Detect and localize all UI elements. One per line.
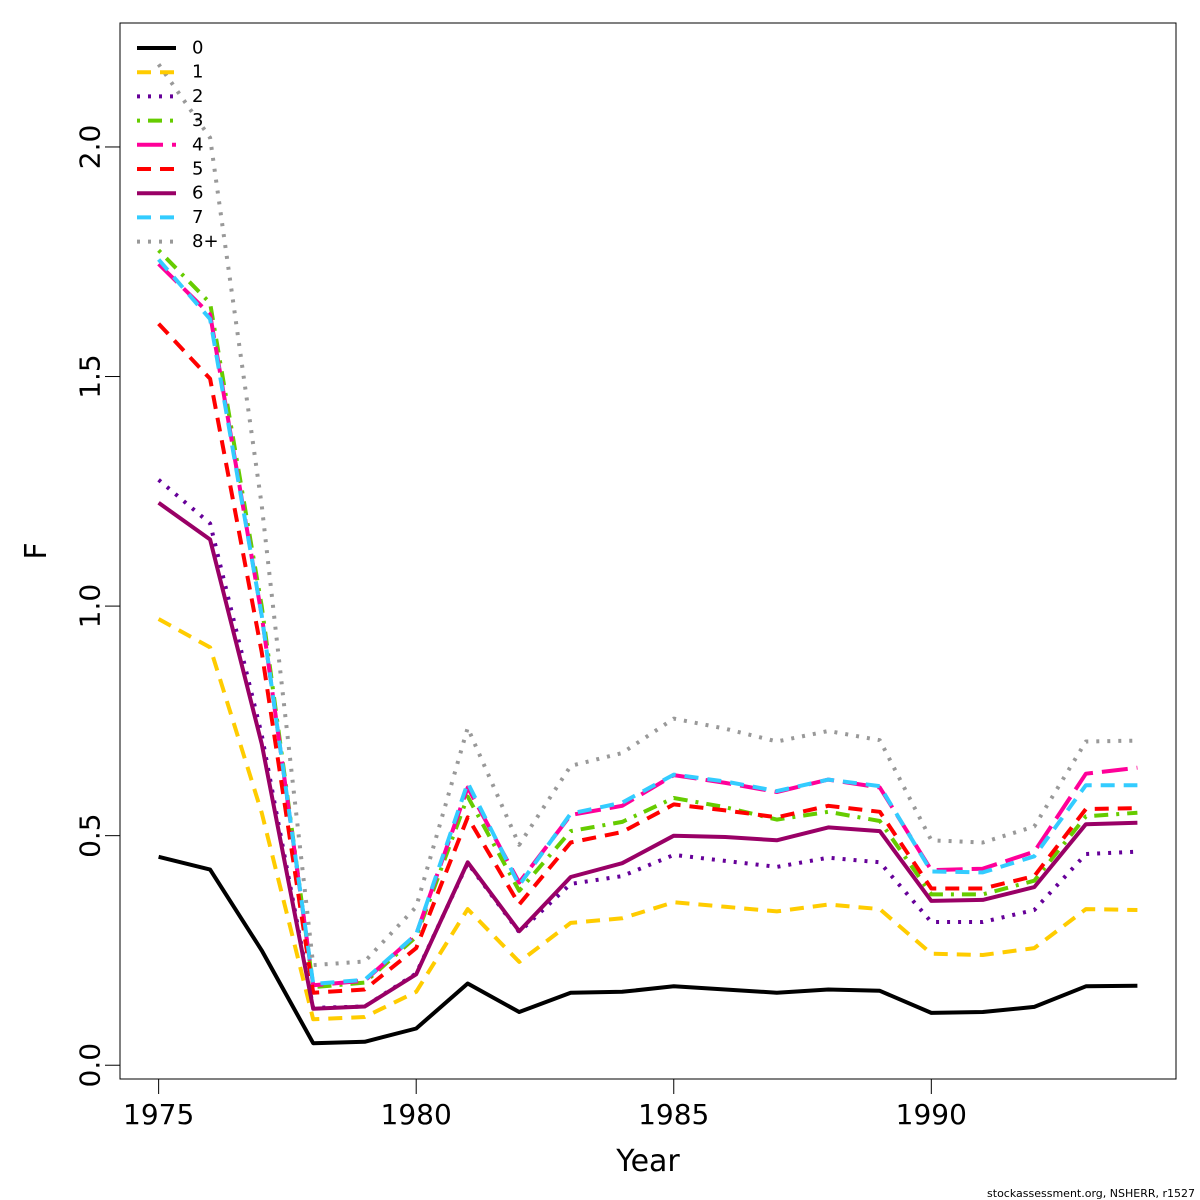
legend-label: 0 xyxy=(192,38,203,59)
legend-label: 6 xyxy=(192,183,203,204)
credit-text: stockassessment.org, NSHERR, r1527 xyxy=(987,1187,1195,1200)
y-tick-label: 1.0 xyxy=(74,584,107,629)
legend-label: 2 xyxy=(192,86,203,107)
y-tick-label: 1.5 xyxy=(74,354,107,399)
legend-label: 8+ xyxy=(192,231,219,252)
plot-frame xyxy=(119,22,1177,1080)
series-line-8-plus xyxy=(156,63,1138,968)
series-line-6 xyxy=(157,501,1138,1011)
x-tick-label: 1985 xyxy=(638,1098,709,1131)
y-tick-label: 0.0 xyxy=(74,1043,107,1088)
legend-label: 4 xyxy=(192,134,203,155)
x-tick-label: 1975 xyxy=(123,1098,194,1131)
x-axis: 1975 1980 1985 1990 xyxy=(123,1078,967,1131)
legend: 0 1 2 3 4 5 6 7 8+ xyxy=(137,38,219,252)
series-line-4 xyxy=(157,262,1138,988)
series-lines xyxy=(156,63,1138,1046)
x-axis-title: Year xyxy=(615,1144,680,1179)
y-tick-label: 0.5 xyxy=(74,813,107,858)
legend-label: 1 xyxy=(192,62,203,83)
series-line-3 xyxy=(157,248,1138,990)
y-axis-title: F xyxy=(19,542,54,559)
y-tick-label: 2.0 xyxy=(74,125,107,170)
legend-label: 7 xyxy=(192,207,203,228)
y-axis: 0.0 0.5 1.0 1.5 2.0 xyxy=(74,125,121,1088)
series-line-7 xyxy=(157,258,1138,986)
series-line-5 xyxy=(157,322,1138,995)
legend-label: 3 xyxy=(192,110,203,131)
legend-label: 5 xyxy=(192,159,203,180)
x-tick-label: 1980 xyxy=(381,1098,452,1131)
x-tick-label: 1990 xyxy=(896,1098,967,1131)
series-line-0 xyxy=(158,854,1138,1046)
